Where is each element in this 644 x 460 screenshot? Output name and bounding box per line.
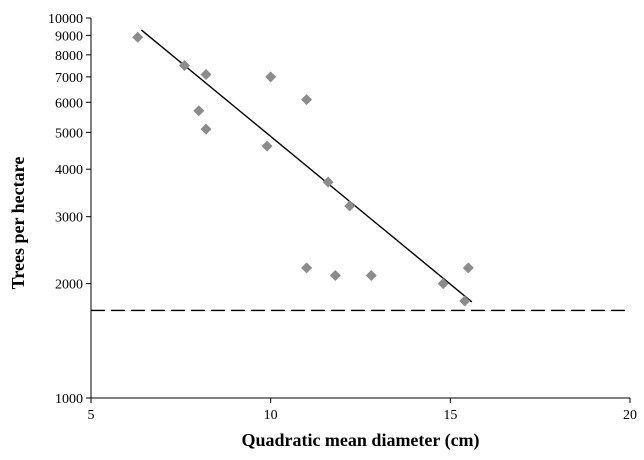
x-axis-title: Quadratic mean diameter (cm) (241, 430, 479, 451)
data-point (132, 31, 144, 43)
data-point (200, 69, 212, 81)
x-ticks: 5 10 15 20 (88, 398, 637, 423)
data-point (365, 270, 377, 282)
y-tick-label: 9000 (55, 29, 83, 44)
data-point (329, 270, 341, 282)
x-tick-label: 15 (443, 408, 457, 423)
data-point (462, 262, 474, 274)
data-point (200, 123, 212, 135)
data-point (265, 71, 277, 83)
y-tick-label: 7000 (55, 71, 83, 86)
data-point (261, 140, 273, 152)
data-point (322, 176, 334, 188)
x-tick-label: 5 (88, 408, 95, 423)
plot-marks (91, 29, 630, 312)
y-tick-label: 5000 (55, 126, 83, 141)
data-point (459, 295, 471, 307)
x-tick-label: 20 (623, 408, 637, 423)
x-tick-label: 10 (264, 408, 278, 423)
trend-line (140, 29, 473, 303)
y-axis-title: Trees per hectare (8, 157, 28, 290)
y-tick-label: 1000 (55, 392, 83, 407)
y-tick-label: 8000 (55, 49, 83, 64)
data-point (437, 278, 449, 290)
y-tick-label: 6000 (55, 96, 83, 111)
data-point (193, 105, 205, 117)
y-tick-label: 3000 (55, 211, 83, 226)
data-point (301, 262, 313, 274)
data-point (344, 200, 356, 212)
y-ticks: 1000 2000 3000 4000 5000 6000 7000 8000 9000 1000… (48, 12, 91, 407)
y-tick-label: 10000 (48, 12, 83, 27)
data-point (178, 59, 190, 71)
y-tick-label: 2000 (55, 278, 83, 293)
y-tick-label: 4000 (55, 163, 83, 178)
data-point (301, 94, 313, 106)
